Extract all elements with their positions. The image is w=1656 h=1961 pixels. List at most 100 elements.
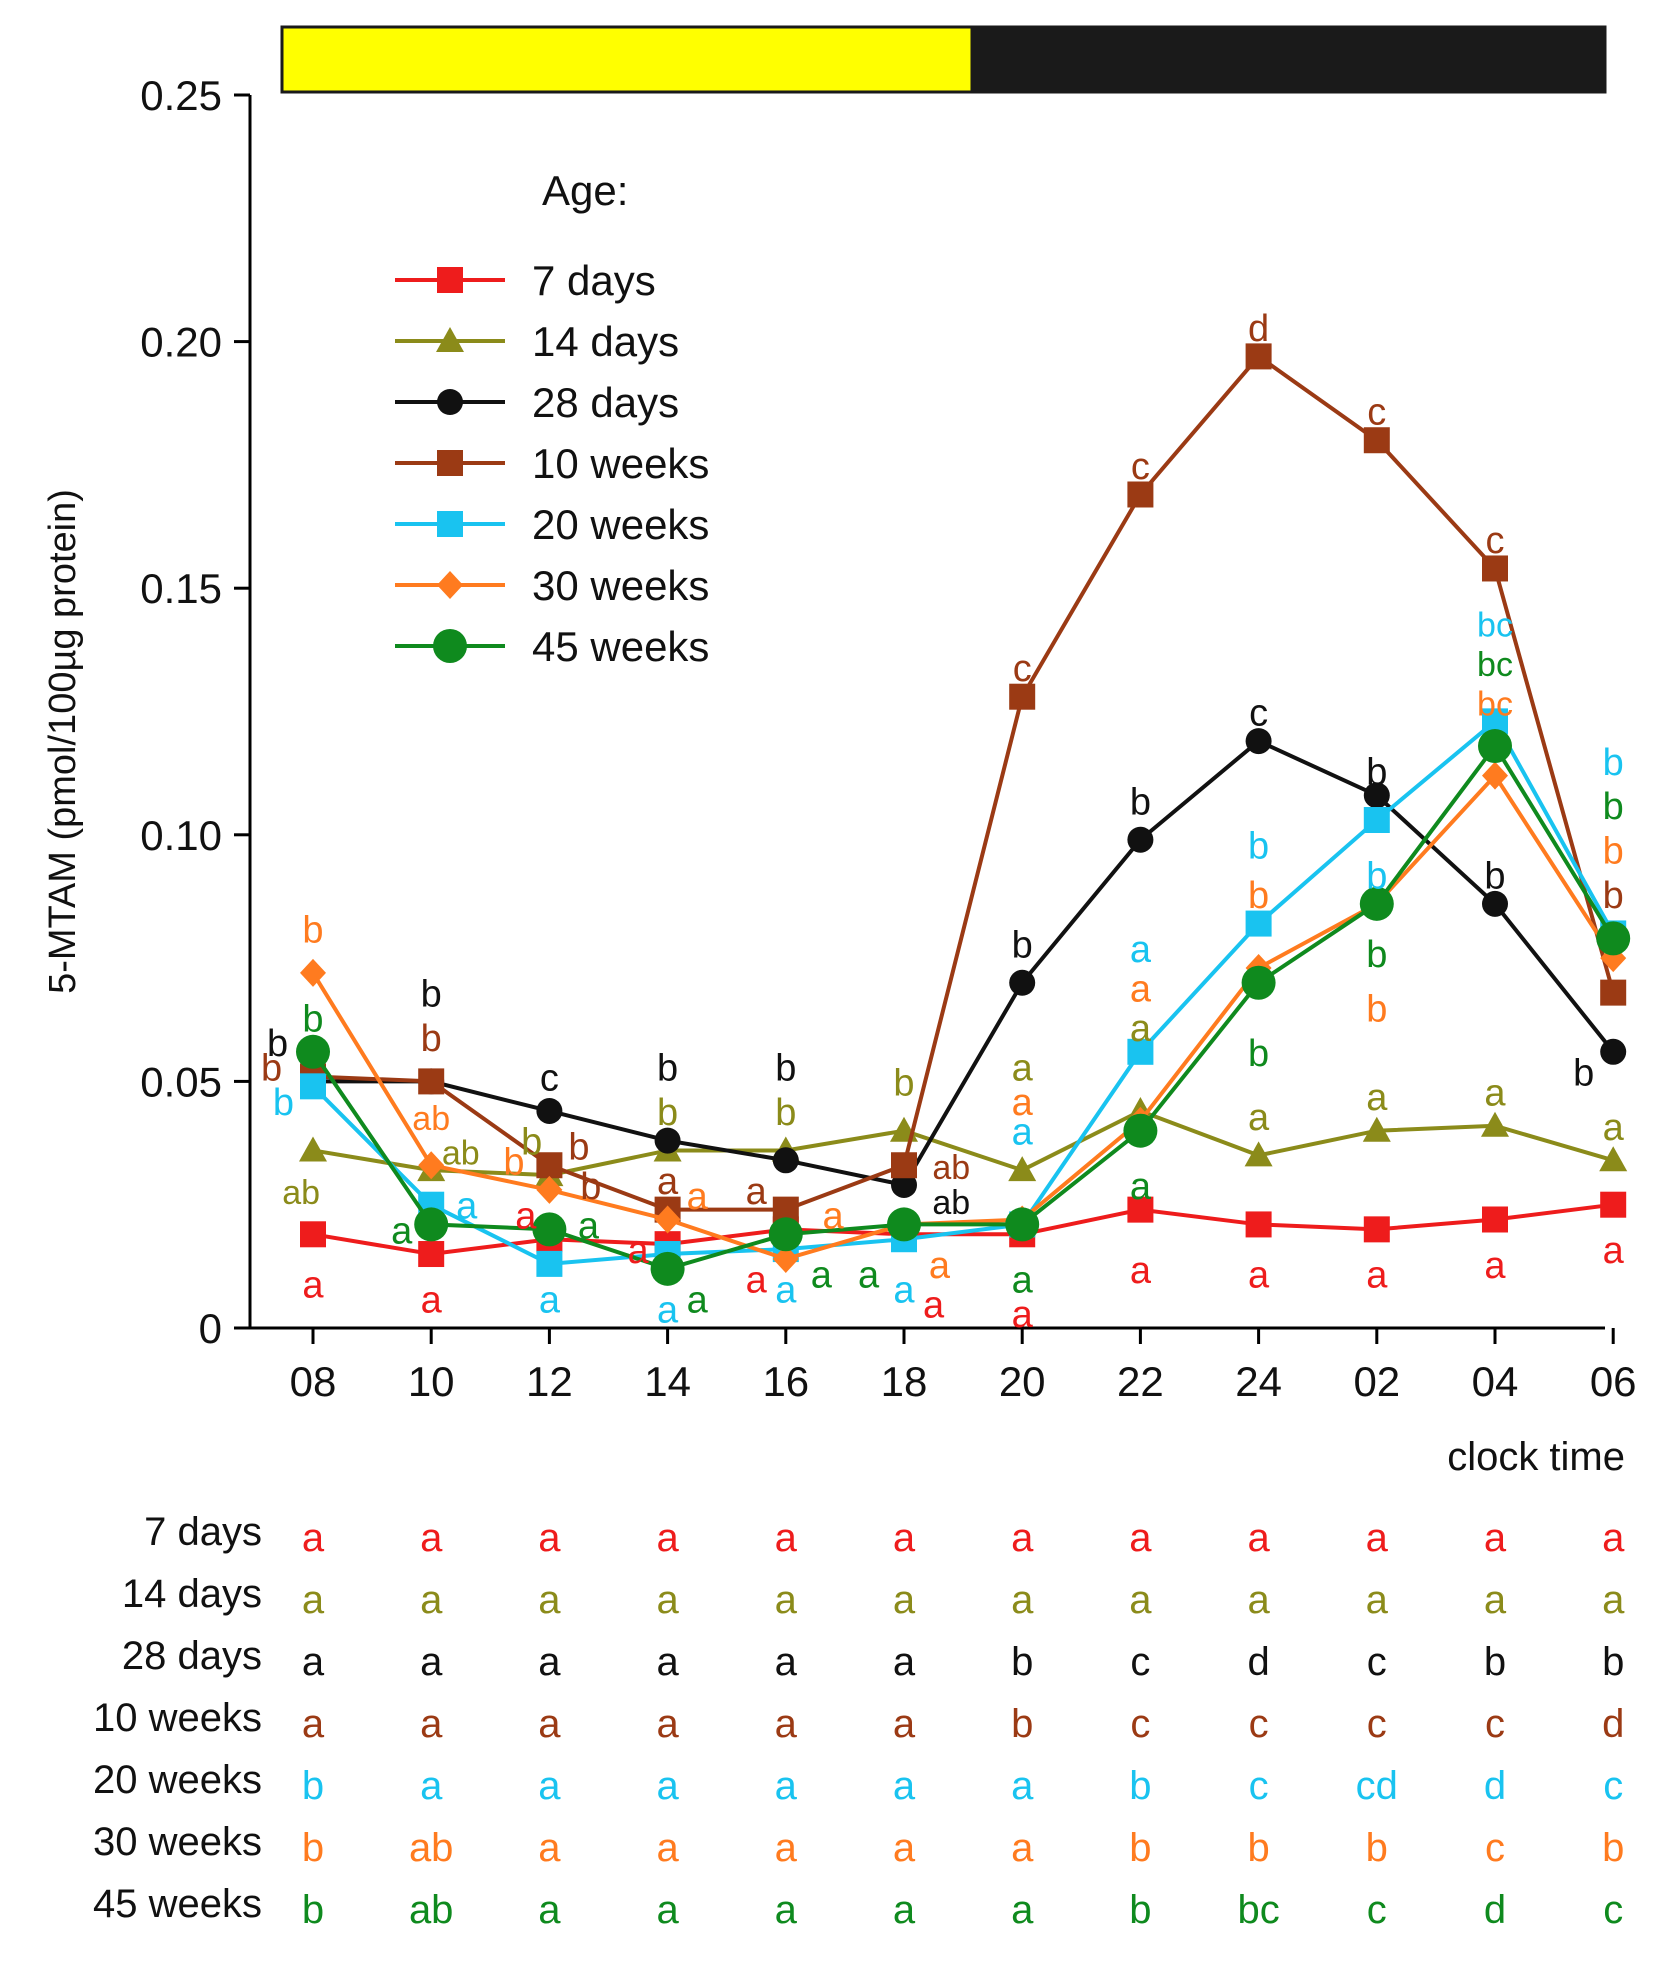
y-axis-title: 5-MTAM (pmol/100µg protein) bbox=[42, 489, 84, 994]
series-layer bbox=[296, 343, 1631, 1286]
legend-label: 10 weeks bbox=[532, 440, 709, 487]
significance-letter: b bbox=[1130, 781, 1151, 823]
dark-phase-bar bbox=[970, 25, 1607, 94]
table-cell: a bbox=[1011, 1826, 1034, 1870]
table-cell: a bbox=[893, 1578, 916, 1622]
table-cell: a bbox=[775, 1702, 798, 1746]
table-cell: c bbox=[1367, 1888, 1387, 1932]
significance-letter: b bbox=[775, 1092, 796, 1134]
table-cell: a bbox=[775, 1578, 798, 1622]
data-point bbox=[1481, 1111, 1509, 1137]
x-tick-label: 10 bbox=[408, 1358, 455, 1405]
significance-letter: a bbox=[893, 1270, 915, 1312]
data-point bbox=[1009, 683, 1036, 710]
table-cell: a bbox=[775, 1826, 798, 1870]
significance-letter: a bbox=[1484, 1245, 1506, 1287]
table-cell: a bbox=[420, 1640, 443, 1684]
table-cell: a bbox=[656, 1702, 679, 1746]
table-cell: b bbox=[1484, 1640, 1506, 1684]
data-point bbox=[891, 1152, 917, 1179]
data-point bbox=[296, 1034, 330, 1069]
legend-label: 20 weeks bbox=[532, 501, 709, 548]
light-phase-bar bbox=[280, 25, 974, 94]
significance-letter: d bbox=[1248, 308, 1269, 350]
y-tick-label: 0.10 bbox=[140, 812, 222, 859]
table-cell: a bbox=[1011, 1764, 1034, 1808]
x-tick-label: 20 bbox=[999, 1358, 1046, 1405]
x-tick-label: 24 bbox=[1235, 1358, 1282, 1405]
table-cell: d bbox=[1602, 1702, 1624, 1746]
table-cell: a bbox=[1247, 1578, 1270, 1622]
table-cell: a bbox=[1129, 1578, 1152, 1622]
legend-label: 14 days bbox=[532, 318, 679, 365]
significance-letter: a bbox=[302, 1265, 324, 1307]
table-cell: ab bbox=[409, 1888, 454, 1932]
table-cell: a bbox=[538, 1640, 561, 1684]
significance-letter: a bbox=[1130, 1008, 1152, 1050]
significance-letter: bc bbox=[1477, 686, 1513, 724]
table-row-label: 45 weeks bbox=[93, 1882, 262, 1926]
table-cell: a bbox=[420, 1764, 443, 1808]
significance-letter: a bbox=[657, 1289, 679, 1331]
table-cell: a bbox=[893, 1640, 916, 1684]
table-cell: c bbox=[1249, 1764, 1269, 1808]
data-point bbox=[1127, 1196, 1154, 1223]
significance-letter: a bbox=[1130, 1166, 1152, 1208]
x-axis-title: clock time bbox=[1447, 1435, 1625, 1479]
table-cell: a bbox=[1366, 1516, 1389, 1560]
y-tick-label: 0.25 bbox=[140, 72, 222, 119]
table-cell: a bbox=[656, 1516, 679, 1560]
significance-letter: b bbox=[1366, 752, 1387, 794]
data-point bbox=[536, 1097, 563, 1124]
data-point bbox=[299, 1136, 327, 1162]
significance-letter: b bbox=[421, 974, 442, 1016]
stats-table: 7 days a a a a a a a a a a a a14 days a a a a a a a a a a a a28 … bbox=[93, 1510, 1625, 1932]
significance-letter: a bbox=[421, 1279, 443, 1321]
data-point bbox=[1363, 1216, 1390, 1243]
table-cell: d bbox=[1247, 1640, 1269, 1684]
x-tick-label: 16 bbox=[762, 1358, 809, 1405]
data-point bbox=[1600, 1038, 1627, 1065]
significance-letter: b bbox=[1366, 988, 1387, 1030]
table-cell: a bbox=[302, 1578, 325, 1622]
table-row-label: 10 weeks bbox=[93, 1696, 262, 1740]
table-cell: ab bbox=[409, 1826, 454, 1870]
significance-letter: b bbox=[1248, 826, 1269, 868]
significance-letter: ab bbox=[442, 1134, 480, 1172]
data-point bbox=[536, 1175, 563, 1204]
significance-letter: b bbox=[1603, 831, 1624, 873]
legend-marker bbox=[437, 511, 463, 537]
y-tick-label: 0 bbox=[199, 1305, 222, 1352]
table-cell: a bbox=[1011, 1578, 1034, 1622]
significance-letter: b bbox=[302, 998, 323, 1040]
x-tick-label: 18 bbox=[881, 1358, 928, 1405]
table-cell: a bbox=[538, 1888, 561, 1932]
table-cell: a bbox=[893, 1888, 916, 1932]
table-cell: c bbox=[1130, 1640, 1150, 1684]
significance-letter: a bbox=[1012, 1294, 1034, 1336]
table-cell: a bbox=[1602, 1578, 1625, 1622]
significance-letter: b bbox=[1603, 875, 1624, 917]
significance-letter: c bbox=[1013, 648, 1032, 690]
legend-marker bbox=[437, 450, 463, 476]
table-cell: a bbox=[1602, 1516, 1625, 1560]
significance-letter: a bbox=[515, 1196, 537, 1238]
data-point bbox=[1245, 728, 1272, 755]
significance-letter: b bbox=[1248, 1033, 1269, 1075]
legend-marker bbox=[433, 629, 467, 663]
significance-letter: a bbox=[1484, 1072, 1506, 1114]
data-point bbox=[887, 1207, 921, 1242]
table-cell: b bbox=[302, 1764, 324, 1808]
significance-letter: a bbox=[1130, 969, 1152, 1011]
y-tick-label: 0.05 bbox=[140, 1058, 222, 1105]
table-cell: a bbox=[893, 1826, 916, 1870]
significance-letter: ab bbox=[932, 1149, 970, 1187]
table-cell: a bbox=[1484, 1516, 1507, 1560]
data-point bbox=[1363, 782, 1390, 809]
data-point bbox=[1127, 1038, 1154, 1065]
data-point bbox=[1478, 729, 1512, 764]
table-cell: a bbox=[1129, 1516, 1152, 1560]
table-cell: b bbox=[1011, 1640, 1033, 1684]
data-point bbox=[300, 958, 326, 987]
series-line bbox=[312, 1202, 1614, 1257]
